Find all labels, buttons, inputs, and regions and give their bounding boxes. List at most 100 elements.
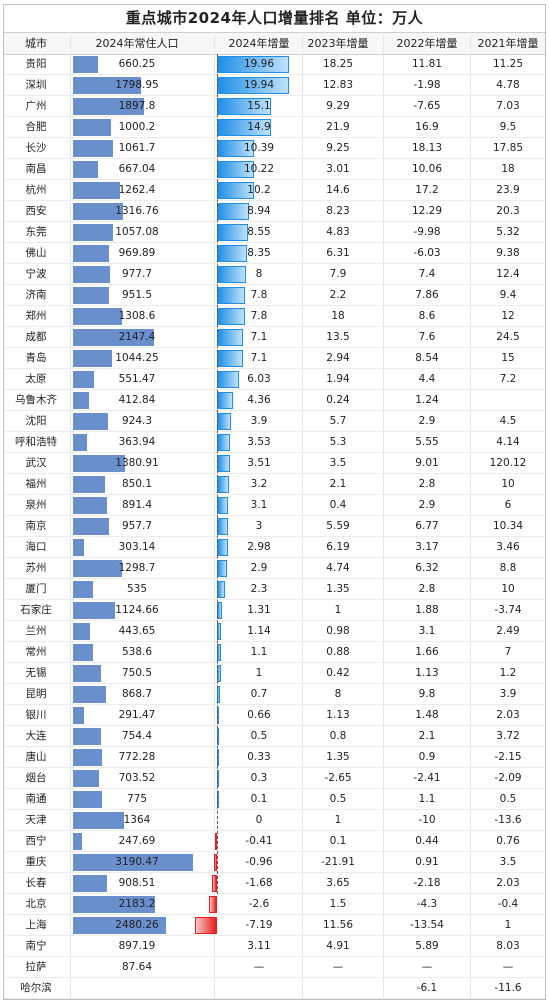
population-bar <box>73 518 110 535</box>
cell-inc-2024: 2.3 <box>250 583 268 595</box>
cell-city: 合肥 <box>25 121 47 133</box>
population-bar <box>73 749 103 766</box>
table-row: 西宁 247.69 -0.41 0.1 0.44 0.76 <box>4 831 545 852</box>
table-row: 苏州 1298.7 2.9 4.74 6.32 8.8 <box>4 558 545 579</box>
cell-city: 重庆 <box>25 856 47 868</box>
cell-inc-2023: 0.4 <box>329 499 347 511</box>
table-row: 乌鲁木齐 412.84 4.36 0.24 1.24 <box>4 390 545 411</box>
cell-pop-2024: 1000.2 <box>118 121 156 133</box>
cell-inc-2022: 18.13 <box>411 142 443 154</box>
cell-inc-2021: 3.9 <box>499 688 517 700</box>
cell-inc-2023: 1.5 <box>329 898 347 910</box>
cell-inc-2024: 3.9 <box>250 415 268 427</box>
cell-inc-2021: 0.76 <box>496 835 520 847</box>
cell-pop-2024: 291.47 <box>118 709 156 721</box>
header-city: 城市 <box>25 37 47 50</box>
cell-pop-2024: 772.28 <box>118 751 156 763</box>
population-bar <box>73 182 121 199</box>
cell-pop-2024: 1364 <box>123 814 151 826</box>
population-bar <box>73 581 94 598</box>
cell-city: 郑州 <box>25 310 47 322</box>
table-row: 沈阳 924.3 3.9 5.7 2.9 4.5 <box>4 411 545 432</box>
cell-city: 泉州 <box>25 499 47 511</box>
cell-inc-2024: 1.14 <box>247 625 271 637</box>
population-bar <box>73 224 113 241</box>
cell-inc-2021: 120.12 <box>489 457 527 469</box>
cell-city: 南京 <box>25 520 47 532</box>
cell-inc-2022: 1.13 <box>415 667 439 679</box>
cell-pop-2024: 957.7 <box>121 520 153 532</box>
cell-city: 唐山 <box>25 751 47 763</box>
cell-inc-2023: 5.7 <box>329 415 347 427</box>
cell-inc-2024: 3.51 <box>247 457 271 469</box>
cell-inc-2021: 10 <box>501 478 515 490</box>
cell-pop-2024: 1298.7 <box>118 562 156 574</box>
cell-pop-2024: 969.89 <box>118 247 156 259</box>
cell-pop-2024: 750.5 <box>121 667 153 679</box>
table-row: 天津 1364 0 1 -10 -13.6 <box>4 810 545 831</box>
cell-city: 青岛 <box>25 352 47 364</box>
cell-inc-2021: 10 <box>501 583 515 595</box>
population-bar <box>73 686 106 703</box>
cell-inc-2023: 9.29 <box>326 100 350 112</box>
cell-city: 佛山 <box>25 247 47 259</box>
cell-inc-2024: -7.19 <box>245 919 273 931</box>
table-row: 青岛 1044.25 7.1 2.94 8.54 15 <box>4 348 545 369</box>
cell-pop-2024: 2147.4 <box>118 331 156 343</box>
cell-inc-2024: 10.2 <box>247 184 271 196</box>
cell-inc-2022: 3.1 <box>418 625 436 637</box>
cell-city: 长春 <box>25 877 47 889</box>
cell-inc-2022: 1.88 <box>415 604 439 616</box>
cell-inc-2024 <box>216 978 302 999</box>
cell-pop-2024 <box>70 978 204 999</box>
cell-inc-2023: 0.24 <box>326 394 350 406</box>
cell-inc-2022: 3.17 <box>415 541 439 553</box>
cell-inc-2022: 0.91 <box>415 856 439 868</box>
cell-city: 北京 <box>25 898 47 910</box>
cell-inc-2021: 15 <box>501 352 515 364</box>
population-bar <box>73 140 113 157</box>
cell-pop-2024: 1380.91 <box>115 457 159 469</box>
cell-inc-2022: 10.06 <box>411 163 443 175</box>
table-row: 大连 754.4 0.5 0.8 2.1 3.72 <box>4 726 545 747</box>
cell-inc-2021: 24.5 <box>496 331 520 343</box>
population-bar <box>73 644 94 661</box>
cell-inc-2022: 6.77 <box>415 520 439 532</box>
table-row: 银川 291.47 0.66 1.13 1.48 2.03 <box>4 705 545 726</box>
cell-inc-2022: -2.41 <box>413 772 441 784</box>
cell-pop-2024: 977.7 <box>121 268 153 280</box>
cell-inc-2022: 9.01 <box>415 457 439 469</box>
cell-inc-2023: 3.01 <box>326 163 350 175</box>
cell-inc-2022: -6.1 <box>416 982 438 994</box>
cell-city: 拉萨 <box>25 961 47 973</box>
cell-inc-2021: 3.46 <box>496 541 520 553</box>
cell-inc-2024: 3.11 <box>247 940 271 952</box>
cell-inc-2023: 1.94 <box>326 373 350 385</box>
increment-bar <box>214 854 217 871</box>
cell-inc-2024: 19.94 <box>243 79 275 91</box>
table-row: 拉萨 87.64 — — — — <box>4 957 545 978</box>
cell-pop-2024: 1316.76 <box>115 205 159 217</box>
table-row: 北京 2183.2 -2.6 1.5 -4.3 -0.4 <box>4 894 545 915</box>
cell-inc-2024: 0.7 <box>250 688 268 700</box>
table-row: 上海 2480.26 -7.19 11.56 -13.54 1 <box>4 915 545 936</box>
table-row: 南通 775 0.1 0.5 1.1 0.5 <box>4 789 545 810</box>
cell-inc-2023: 4.74 <box>326 562 350 574</box>
cell-city: 乌鲁木齐 <box>15 394 57 406</box>
cell-inc-2024: 8 <box>255 268 263 280</box>
header-inc-2023: 2023年增量 <box>307 37 369 50</box>
header-inc-2021: 2021年增量 <box>477 37 539 50</box>
table-header: 城市 2024年常住人口 2024年增量 2023年增量 2022年增量 202… <box>4 32 545 55</box>
cell-inc-2024: 0 <box>255 814 263 826</box>
cell-inc-2023: 5.59 <box>326 520 350 532</box>
cell-inc-2023: 0.8 <box>329 730 347 742</box>
cell-inc-2021: -2.09 <box>494 772 522 784</box>
cell-pop-2024: 535 <box>126 583 148 595</box>
table-row: 武汉 1380.91 3.51 3.5 9.01 120.12 <box>4 453 545 474</box>
cell-inc-2021: — <box>502 961 514 973</box>
table-row: 昆明 868.7 0.7 8 9.8 3.9 <box>4 684 545 705</box>
cell-inc-2024: 8.35 <box>247 247 271 259</box>
cell-inc-2021: -13.6 <box>494 814 522 826</box>
table-row: 南京 957.7 3 5.59 6.77 10.34 <box>4 516 545 537</box>
cell-inc-2023: 12.83 <box>322 79 354 91</box>
